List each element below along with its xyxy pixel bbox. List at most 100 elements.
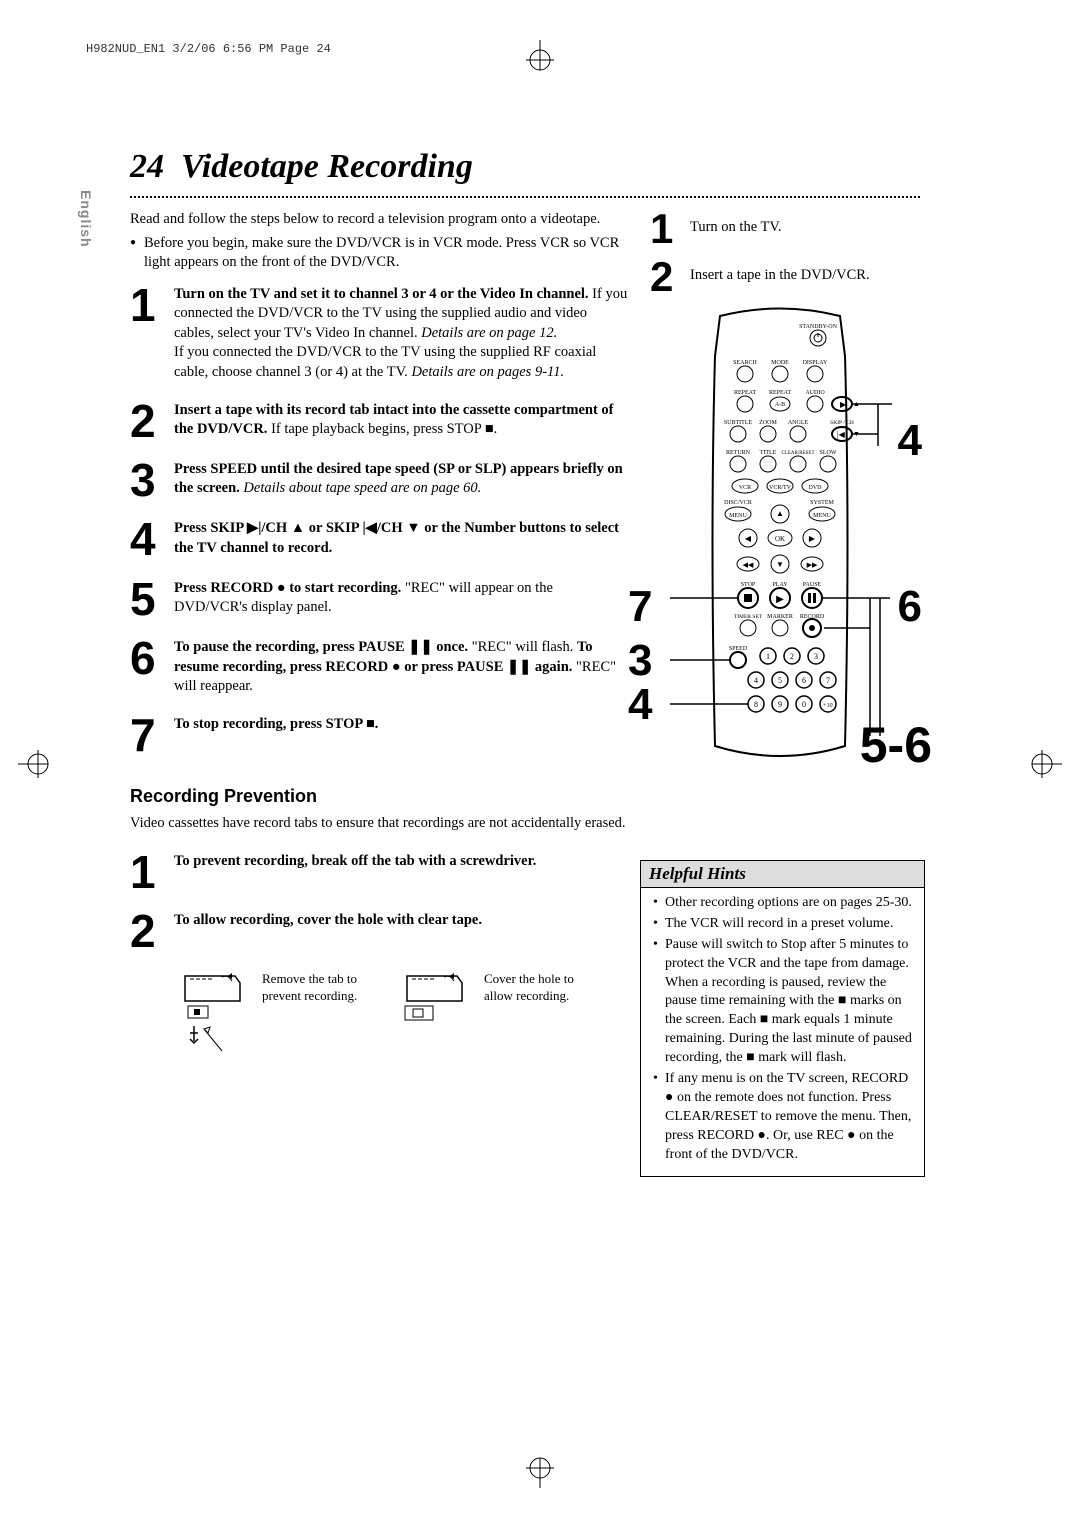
page-header: H982NUD_EN1 3/2/06 6:56 PM Page 24 (86, 42, 331, 56)
svg-text:3: 3 (814, 652, 818, 661)
svg-text:SLOW: SLOW (820, 450, 837, 456)
step-body: Press SPEED until the desired tape speed… (174, 460, 630, 501)
step-bold: Turn on the TV and set it to channel 3 o… (174, 286, 589, 302)
dotted-rule (130, 196, 920, 198)
svg-text:DISPLAY: DISPLAY (803, 360, 828, 366)
step-body: Turn on the TV and set it to channel 3 o… (174, 285, 630, 383)
svg-text:REPEAT: REPEAT (734, 390, 756, 396)
step-2: 2 Insert a tape with its record tab inta… (130, 401, 630, 442)
svg-text:SUBTITLE: SUBTITLE (724, 420, 753, 426)
intro-text: Read and follow the steps below to recor… (130, 210, 630, 230)
step-body: To pause the recording, press PAUSE ❚❚ o… (174, 638, 630, 697)
svg-text:▲: ▲ (776, 509, 784, 518)
crop-mark-bottom (520, 1448, 560, 1488)
crop-mark-left (18, 744, 58, 784)
step-number: 6 (130, 638, 174, 697)
cassette-illustrations: Remove the tab to prevent recording. Cov… (180, 971, 630, 1068)
step-body: To prevent recording, break off the tab … (174, 852, 630, 893)
hint-item: Pause will switch to Stop after 5 minute… (651, 936, 914, 1068)
quick-num: 1 (650, 210, 690, 248)
step-body: Press SKIP ▶|/CH ▲ or SKIP |◀/CH ▼ or th… (174, 519, 630, 560)
quick-body: Turn on the TV. (690, 210, 782, 248)
svg-text:TITLE: TITLE (760, 450, 777, 456)
svg-text:7: 7 (826, 676, 830, 685)
step-bold: Press SKIP ▶|/CH ▲ or SKIP |◀/CH ▼ or th… (174, 520, 619, 556)
callout-5-6-record: 5-6 (860, 716, 932, 774)
hint-item: If any menu is on the TV screen, RECORD … (651, 1070, 914, 1164)
crop-mark-top (520, 40, 560, 80)
svg-text:◀◀: ◀◀ (743, 561, 754, 569)
step-number: 4 (130, 519, 174, 560)
hint-item: Other recording options are on pages 25-… (651, 894, 914, 913)
step-number: 2 (130, 401, 174, 442)
language-tab: English (78, 190, 94, 248)
svg-text:ANGLE: ANGLE (788, 420, 809, 426)
svg-text:VCR: VCR (739, 485, 751, 491)
intro-bullet: Before you begin, make sure the DVD/VCR … (130, 234, 630, 273)
step-bold: To pause the recording, press PAUSE ❚❚ o… (174, 639, 468, 655)
svg-text:MENU: MENU (813, 513, 831, 519)
cassette-remove: Remove the tab to prevent recording. (180, 971, 372, 1068)
callout-6-pause: 6 (898, 582, 922, 632)
step-body: To stop recording, press STOP ■. (174, 715, 630, 756)
prevention-intro: Video cassettes have record tabs to ensu… (130, 814, 630, 834)
callout-4-skip: 4 (898, 416, 922, 466)
svg-text:SEARCH: SEARCH (733, 360, 757, 366)
svg-text:4: 4 (754, 676, 758, 685)
svg-text:AUDIO: AUDIO (805, 390, 825, 396)
svg-text:SYSTEM: SYSTEM (810, 500, 834, 506)
step-body: To allow recording, cover the hole with … (174, 911, 630, 952)
cassette-cover: Cover the hole to allow recording. (402, 971, 594, 1068)
step-3: 3 Press SPEED until the desired tape spe… (130, 460, 630, 501)
svg-text:▶|: ▶| (840, 400, 848, 409)
svg-text:▶: ▶ (809, 534, 816, 543)
svg-text:◀: ◀ (745, 534, 752, 543)
svg-text:5: 5 (778, 676, 782, 685)
callout-4-numbers: 4 (628, 680, 652, 730)
prevention-step-1: 1 To prevent recording, break off the ta… (130, 852, 630, 893)
svg-text:SKIP / CH: SKIP / CH (830, 420, 854, 426)
step-number: 7 (130, 715, 174, 756)
prevention-heading: Recording Prevention (130, 784, 630, 808)
svg-text:RETURN: RETURN (726, 450, 751, 456)
svg-text:1: 1 (766, 652, 770, 661)
svg-text:+10: +10 (823, 703, 832, 709)
step-number: 1 (130, 852, 174, 893)
svg-text:A-B: A-B (775, 402, 785, 408)
svg-text:OK: OK (775, 535, 785, 543)
svg-text:MARKER: MARKER (767, 614, 793, 620)
svg-text:|◀: |◀ (837, 430, 846, 439)
main-content-column: Read and follow the steps below to recor… (130, 210, 630, 1067)
cassette-remove-caption: Remove the tab to prevent recording. (262, 971, 372, 1005)
svg-text:0: 0 (802, 700, 806, 709)
svg-text:9: 9 (778, 700, 782, 709)
step-number: 1 (130, 285, 174, 383)
right-column: 1 Turn on the TV. 2 Insert a tape in the… (650, 210, 920, 776)
hints-body: Other recording options are on pages 25-… (641, 888, 924, 1176)
step-body: Insert a tape with its record tab intact… (174, 401, 630, 442)
svg-text:MODE: MODE (771, 360, 789, 366)
hint-item: The VCR will record in a preset volume. (651, 915, 914, 934)
svg-text:▼: ▼ (776, 560, 784, 569)
step-bold: Press RECORD ● to start recording. (174, 580, 401, 596)
step-7: 7 To stop recording, press STOP ■. (130, 715, 630, 756)
crop-mark-right (1022, 744, 1062, 784)
svg-text:DISC/VCR: DISC/VCR (724, 500, 752, 506)
step-ital2: Details are on pages 9-11. (411, 364, 564, 380)
svg-text:▶: ▶ (776, 594, 784, 605)
step-body: Press RECORD ● to start recording. "REC"… (174, 579, 630, 620)
helpful-hints-box: Helpful Hints Other recording options ar… (640, 860, 925, 1177)
step-1: 1 Turn on the TV and set it to channel 3… (130, 285, 630, 383)
step-bold: To prevent recording, break off the tab … (174, 853, 536, 869)
callout-3-speed: 3 (628, 636, 652, 686)
step-text: If tape playback begins, press STOP ■. (267, 421, 497, 437)
step-5: 5 Press RECORD ● to start recording. "RE… (130, 579, 630, 620)
step-text: "REC" will flash. (468, 639, 577, 655)
quick-step-1: 1 Turn on the TV. (650, 210, 920, 248)
cassette-cover-caption: Cover the hole to allow recording. (484, 971, 594, 1005)
svg-text:6: 6 (802, 676, 806, 685)
svg-text:2: 2 (790, 652, 794, 661)
cassette-remove-icon (180, 971, 250, 1068)
svg-text:ZOOM: ZOOM (759, 420, 777, 426)
step-number: 2 (130, 911, 174, 952)
